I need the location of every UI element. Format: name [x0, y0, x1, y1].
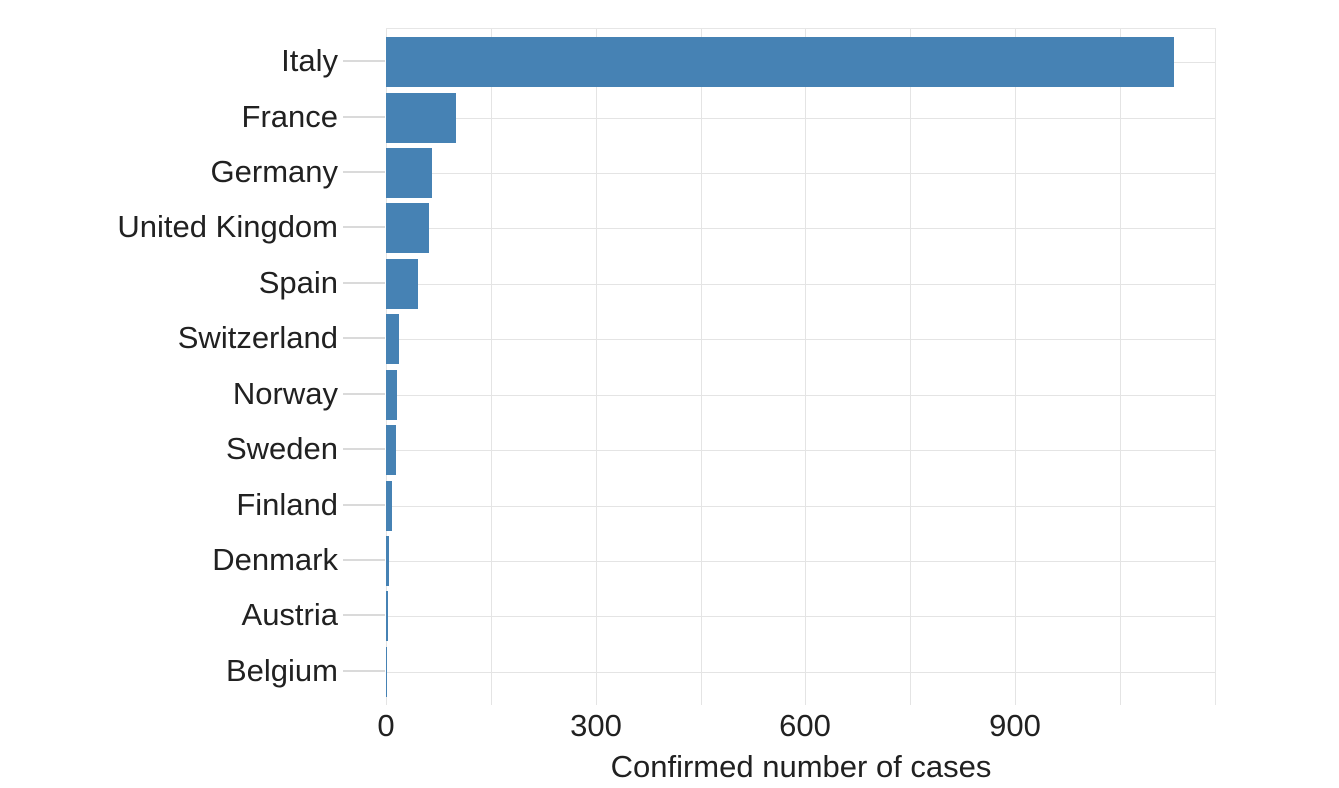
x-tick-label: 300	[570, 708, 622, 743]
gridline-vertical	[1015, 29, 1016, 705]
category-label: Switzerland	[177, 320, 338, 355]
gridline-horizontal	[386, 395, 1215, 396]
x-tick-label: 600	[779, 708, 831, 743]
bar	[386, 203, 429, 253]
y-axis-tick	[343, 337, 385, 339]
y-axis-tick	[343, 614, 385, 616]
plot-panel	[386, 28, 1216, 705]
y-axis-tick	[343, 670, 385, 672]
y-axis-tick	[343, 504, 385, 506]
category-label: Germany	[210, 154, 338, 189]
bar	[386, 259, 419, 309]
category-label: Austria	[241, 597, 338, 632]
y-axis-tick	[343, 171, 385, 173]
gridline-vertical	[1120, 29, 1121, 705]
category-label: United Kingdom	[117, 209, 338, 244]
category-label: France	[241, 99, 338, 134]
bar	[386, 481, 392, 531]
bar	[386, 425, 397, 475]
category-label: Italy	[281, 43, 338, 78]
x-tick-label: 900	[989, 708, 1041, 743]
y-axis-tick	[343, 393, 385, 395]
bar	[386, 148, 433, 198]
gridline-horizontal	[386, 506, 1215, 507]
category-label: Denmark	[212, 542, 338, 577]
bar	[386, 536, 389, 586]
y-axis-tick	[343, 282, 385, 284]
y-axis-tick	[343, 448, 385, 450]
category-label: Norway	[232, 376, 338, 411]
bar	[386, 591, 389, 641]
gridline-horizontal	[386, 561, 1215, 562]
x-axis-title: Confirmed number of cases	[610, 749, 992, 784]
x-tick-label: 0	[377, 708, 395, 743]
gridline-vertical	[910, 29, 911, 705]
bar	[386, 314, 400, 364]
y-axis-tick	[343, 116, 385, 118]
y-axis-tick	[343, 559, 385, 561]
category-label: Belgium	[226, 653, 338, 688]
bar	[386, 370, 398, 420]
gridline-horizontal	[386, 339, 1215, 340]
gridline-horizontal	[386, 450, 1215, 451]
gridline-horizontal	[386, 672, 1215, 673]
y-axis-tick	[343, 226, 385, 228]
y-axis-tick	[343, 60, 385, 62]
gridline-vertical	[805, 29, 806, 705]
gridline-vertical	[701, 29, 702, 705]
gridline-vertical	[386, 29, 387, 705]
category-label: Sweden	[225, 431, 338, 466]
category-label: Spain	[258, 265, 338, 300]
bar	[386, 93, 456, 143]
bar	[386, 37, 1175, 87]
gridline-horizontal	[386, 616, 1215, 617]
gridline-vertical	[491, 29, 492, 705]
gridline-horizontal	[386, 173, 1215, 174]
gridline-horizontal	[386, 228, 1215, 229]
category-label: Finland	[236, 487, 338, 522]
gridline-horizontal	[386, 118, 1215, 119]
gridline-horizontal	[386, 284, 1215, 285]
bar	[386, 647, 388, 697]
gridline-vertical	[596, 29, 597, 705]
